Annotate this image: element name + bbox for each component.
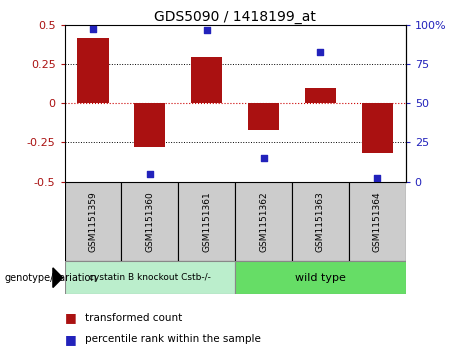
Point	[203, 27, 210, 33]
Bar	[235, 182, 292, 261]
Bar	[121, 182, 178, 261]
Bar	[235, 261, 406, 294]
Text: GSM1151364: GSM1151364	[373, 191, 382, 252]
Bar	[134, 103, 165, 147]
Text: GSM1151363: GSM1151363	[316, 191, 325, 252]
Text: wild type: wild type	[295, 273, 346, 283]
Text: ■: ■	[65, 333, 76, 346]
Point	[89, 26, 97, 32]
Text: genotype/variation: genotype/variation	[5, 273, 97, 283]
Text: transformed count: transformed count	[85, 313, 183, 323]
Bar	[361, 103, 393, 154]
Polygon shape	[53, 268, 63, 287]
Bar	[349, 182, 406, 261]
Bar	[191, 57, 222, 103]
Title: GDS5090 / 1418199_at: GDS5090 / 1418199_at	[154, 11, 316, 24]
Text: ■: ■	[65, 311, 76, 324]
Point	[317, 49, 324, 55]
Point	[260, 155, 267, 161]
Bar	[65, 261, 235, 294]
Bar	[77, 38, 109, 103]
Bar	[178, 182, 235, 261]
Text: GSM1151359: GSM1151359	[89, 191, 97, 252]
Bar	[248, 103, 279, 130]
Text: GSM1151361: GSM1151361	[202, 191, 211, 252]
Bar	[305, 88, 336, 103]
Bar	[292, 182, 349, 261]
Point	[146, 171, 154, 176]
Bar	[65, 182, 121, 261]
Text: percentile rank within the sample: percentile rank within the sample	[85, 334, 261, 344]
Point	[373, 175, 381, 181]
Text: GSM1151360: GSM1151360	[145, 191, 154, 252]
Text: GSM1151362: GSM1151362	[259, 191, 268, 252]
Text: cystatin B knockout Cstb-/-: cystatin B knockout Cstb-/-	[89, 273, 211, 282]
